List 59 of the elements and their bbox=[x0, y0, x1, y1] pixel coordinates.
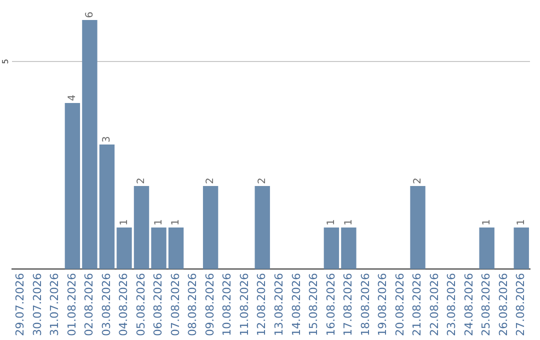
x-tick-label: 10.08.2026 bbox=[220, 273, 234, 336]
bar bbox=[202, 186, 218, 270]
data-label: 3 bbox=[102, 136, 113, 143]
data-label: 2 bbox=[136, 178, 148, 184]
x-tick-label: 29.07.2026 bbox=[13, 273, 26, 336]
x-tick-label: 13.08.2026 bbox=[272, 273, 286, 336]
bar bbox=[254, 186, 270, 270]
x-tick-label: 09.08.2026 bbox=[203, 273, 216, 336]
x-tick-label: 05.08.2026 bbox=[134, 273, 148, 336]
data-label: 1 bbox=[343, 219, 354, 226]
x-tick-label: 19.08.2026 bbox=[376, 273, 390, 336]
x-tick-label: 02.08.2026 bbox=[82, 273, 96, 336]
x-tick-label: 12.08.2026 bbox=[255, 273, 268, 336]
bar bbox=[479, 228, 494, 270]
bar bbox=[151, 228, 166, 270]
data-label: 2 bbox=[412, 178, 424, 184]
data-label: 2 bbox=[256, 178, 268, 184]
x-tick-label: 24.08.2026 bbox=[462, 273, 476, 336]
data-label: 1 bbox=[118, 219, 130, 226]
x-tick-label: 20.08.2026 bbox=[393, 273, 406, 336]
x-tick-label: 08.08.2026 bbox=[186, 273, 200, 336]
bar bbox=[514, 228, 529, 270]
x-tick-label: 16.08.2026 bbox=[324, 273, 338, 336]
bar bbox=[99, 144, 115, 270]
bar bbox=[324, 228, 340, 270]
x-tick-label: 03.08.2026 bbox=[100, 273, 113, 336]
x-tick-label: 07.08.2026 bbox=[168, 273, 182, 336]
x-tick-label: 25.08.2026 bbox=[480, 273, 493, 336]
x-tick-label: 01.08.2026 bbox=[65, 273, 78, 336]
x-tick-label: 31.07.2026 bbox=[48, 273, 62, 336]
bar bbox=[116, 228, 132, 270]
x-tick-label: 04.08.2026 bbox=[117, 273, 130, 336]
x-tick-label: 15.08.2026 bbox=[307, 273, 320, 336]
x-tick-label: 23.08.2026 bbox=[445, 273, 458, 336]
data-label: 1 bbox=[481, 219, 492, 226]
x-tick-label: 06.08.2026 bbox=[152, 273, 165, 336]
data-label: 6 bbox=[84, 12, 96, 18]
bar bbox=[64, 103, 80, 270]
x-tick-label: 11.08.2026 bbox=[238, 273, 251, 336]
x-tick-label: 30.07.2026 bbox=[30, 273, 44, 336]
x-tick-label: 18.08.2026 bbox=[358, 273, 372, 336]
ref-line-label: 5 bbox=[1, 58, 10, 64]
data-label: 2 bbox=[205, 178, 216, 184]
x-tick-label: 22.08.2026 bbox=[428, 273, 441, 336]
bar bbox=[82, 20, 98, 270]
bar bbox=[134, 186, 150, 270]
x-tick-label: 27.08.2026 bbox=[514, 273, 528, 336]
x-tick-label: 21.08.2026 bbox=[410, 273, 424, 336]
bar bbox=[168, 228, 184, 270]
data-label: 1 bbox=[153, 219, 164, 226]
data-label: 1 bbox=[170, 219, 182, 226]
data-label: 4 bbox=[67, 94, 78, 102]
data-label: 1 bbox=[516, 219, 527, 226]
x-tick-label: 17.08.2026 bbox=[342, 273, 355, 336]
x-tick-label: 14.08.2026 bbox=[290, 273, 303, 336]
bar bbox=[410, 186, 426, 270]
bar bbox=[341, 228, 356, 270]
data-label: 1 bbox=[326, 219, 338, 226]
x-tick-label: 26.08.2026 bbox=[496, 273, 510, 336]
